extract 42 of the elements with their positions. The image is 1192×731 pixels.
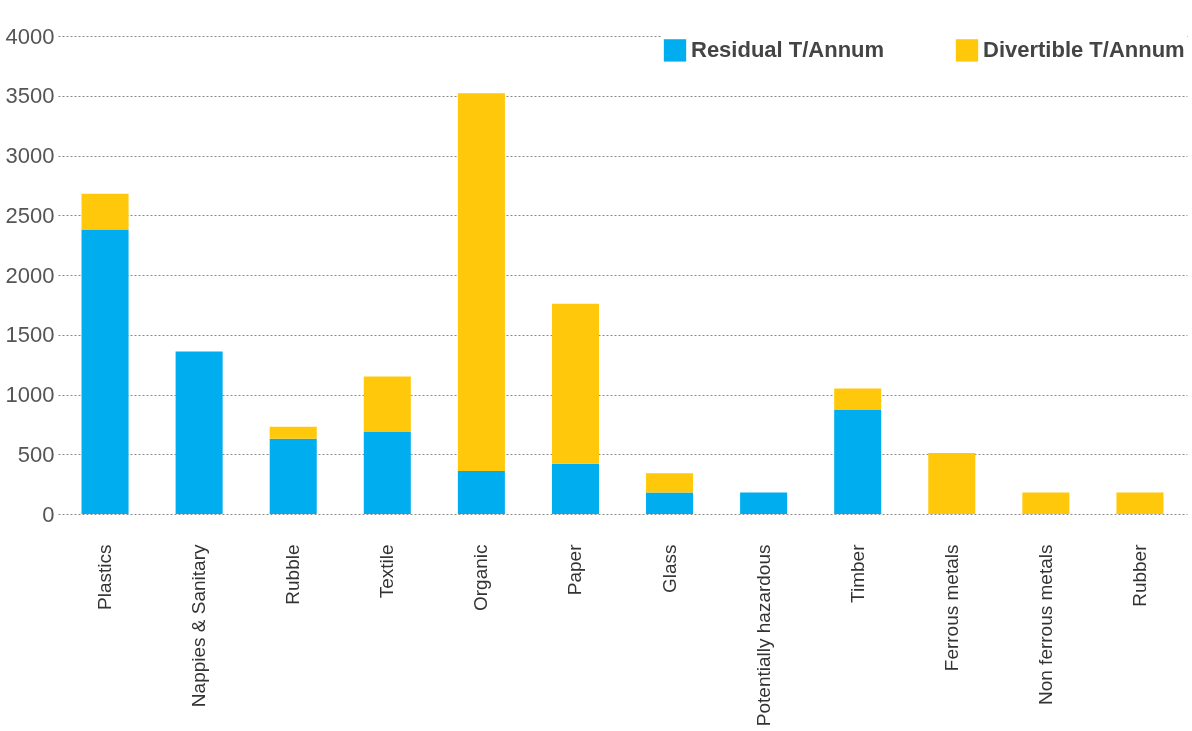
bar xyxy=(363,431,411,514)
x-tick-label: Potentially hazardous xyxy=(752,544,774,727)
y-tick-label: 2000 xyxy=(5,262,55,288)
bar xyxy=(834,388,882,411)
x-tick-label: Textile xyxy=(376,544,398,599)
y-tick-label: 2500 xyxy=(5,202,55,228)
legend-label: Residual T/Annum xyxy=(691,37,885,63)
y-tick-label: 3500 xyxy=(5,83,55,109)
x-tick-label: Plastics xyxy=(94,544,116,610)
bar xyxy=(81,229,129,514)
y-tick-label: 1000 xyxy=(5,382,55,407)
bar xyxy=(457,470,505,514)
y-tick-label: 500 xyxy=(17,441,55,467)
bar xyxy=(551,463,599,514)
y-tick-label: 1500 xyxy=(5,322,55,348)
y-tick-label: 3000 xyxy=(5,143,55,168)
y-tick-label: 4000 xyxy=(5,23,55,49)
bar xyxy=(457,93,505,471)
bar xyxy=(269,438,317,514)
bar xyxy=(928,453,976,514)
bar xyxy=(834,410,882,514)
x-tick-label: Glass xyxy=(658,544,680,594)
bar xyxy=(81,193,129,230)
legend-label: Divertible T/Annum xyxy=(983,37,1185,63)
bar xyxy=(646,492,694,514)
x-tick-label: Ferrous metals xyxy=(940,544,962,672)
bar xyxy=(646,473,694,493)
bar xyxy=(175,351,223,514)
x-tick-label: Nappies & Sanitary xyxy=(188,544,210,708)
bar xyxy=(269,426,317,439)
bar xyxy=(1116,492,1164,514)
x-tick-label: Paper xyxy=(564,543,586,596)
bar xyxy=(1022,492,1070,514)
bar xyxy=(740,492,788,514)
bar xyxy=(551,303,599,464)
x-tick-label: Rubble xyxy=(282,544,304,605)
x-tick-label: Timber xyxy=(846,543,868,603)
y-tick-label: 0 xyxy=(42,501,55,527)
x-tick-label: Rubber xyxy=(1128,543,1150,607)
x-tick-label: Non ferrous metals xyxy=(1034,544,1056,706)
x-tick-label: Organic xyxy=(470,544,492,612)
bar xyxy=(363,376,411,432)
